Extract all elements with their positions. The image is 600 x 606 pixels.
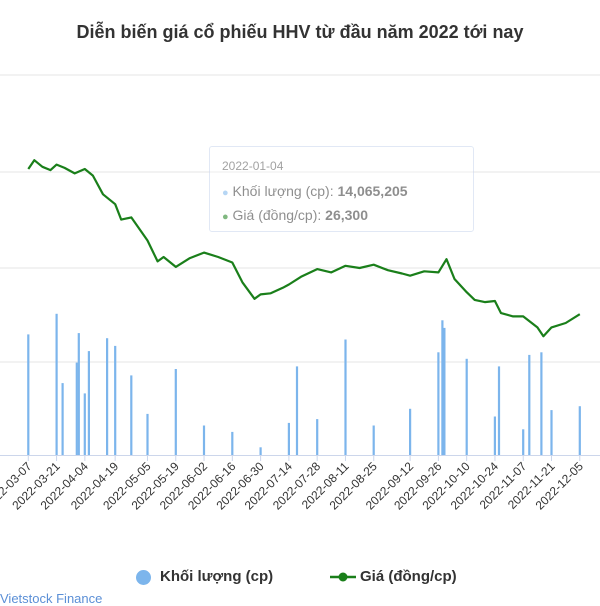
volume-bar-1 xyxy=(55,313,58,455)
volume-bar-6 xyxy=(87,351,90,455)
volume-bar-13 xyxy=(231,431,234,455)
volume-bar-12 xyxy=(202,425,206,455)
volume-bar-7 xyxy=(106,338,109,455)
volume-bars xyxy=(27,313,581,456)
legend: Khối lượng (cp) Giá (đồng/cp) xyxy=(0,565,600,589)
volume-bar-14 xyxy=(259,447,262,455)
volume-bar-8 xyxy=(114,345,117,455)
volume-bar-0 xyxy=(27,334,30,455)
volume-bar-15 xyxy=(287,422,290,455)
volume-bar-28 xyxy=(528,354,531,455)
volume-bar-17 xyxy=(316,419,319,455)
tooltip-price-row: ● Giá (đồng/cp): 26,300 xyxy=(222,207,368,223)
chart-title: Diễn biến giá cổ phiếu HHV từ đầu năm 20… xyxy=(76,22,524,42)
tooltip-volume-value: 14,065,205 xyxy=(337,183,408,199)
volume-bar-31 xyxy=(578,406,581,455)
volume-bar-9 xyxy=(130,375,133,455)
footer-credit[interactable]: Vietstock Finance xyxy=(0,591,103,606)
tooltip-date: 2022-01-04 xyxy=(222,159,284,173)
grid-layer xyxy=(0,74,600,456)
volume-bar-25 xyxy=(493,416,496,455)
volume-bar-16 xyxy=(295,366,299,455)
volume-bar-3 xyxy=(75,362,78,455)
legend-item-price[interactable]: Giá (đồng/cp) xyxy=(360,568,457,585)
hover-tooltip: 2022-01-04 ● Khối lượng (cp): 14,065,205… xyxy=(209,146,474,232)
price-line-layer xyxy=(27,159,581,338)
legend-item-volume[interactable]: Khối lượng (cp) xyxy=(160,568,274,585)
tooltip-price-value: 26,300 xyxy=(325,207,368,223)
volume-bar-21 xyxy=(437,352,440,455)
legend-price-icon xyxy=(330,572,356,582)
volume-dot-icon: ● xyxy=(222,187,229,199)
volume-bar-27 xyxy=(522,429,525,455)
volume-bar-2 xyxy=(61,383,64,455)
volume-bar-26 xyxy=(497,366,501,455)
volume-bar-18 xyxy=(344,339,347,455)
volume-bar-29 xyxy=(540,352,543,455)
volume-bar-19 xyxy=(372,425,375,455)
volume-bar-11 xyxy=(174,369,177,455)
legend-volume-icon xyxy=(136,570,151,585)
tooltip-price-label: Giá (đồng/cp): xyxy=(232,207,322,223)
volume-bar-20 xyxy=(409,408,412,455)
tooltip-volume-row: ● Khối lượng (cp): 14,065,205 xyxy=(222,183,408,199)
price-line xyxy=(27,159,581,338)
volume-bar-4 xyxy=(77,333,80,455)
volume-bar-5 xyxy=(83,393,86,455)
chart-plot: 2022-03-072022-03-212022-04-042022-04-19… xyxy=(0,74,600,513)
volume-bar-30 xyxy=(550,410,553,455)
volume-bar-22 xyxy=(441,320,444,456)
volume-bar-23 xyxy=(443,327,446,455)
volume-bar-24 xyxy=(465,358,468,456)
tooltip-volume-label: Khối lượng (cp): xyxy=(232,183,334,199)
volume-bar-10 xyxy=(146,413,149,455)
x-axis-ticks: 2022-03-072022-03-212022-04-042022-04-19… xyxy=(0,455,586,513)
price-dot-icon: ● xyxy=(222,211,229,223)
